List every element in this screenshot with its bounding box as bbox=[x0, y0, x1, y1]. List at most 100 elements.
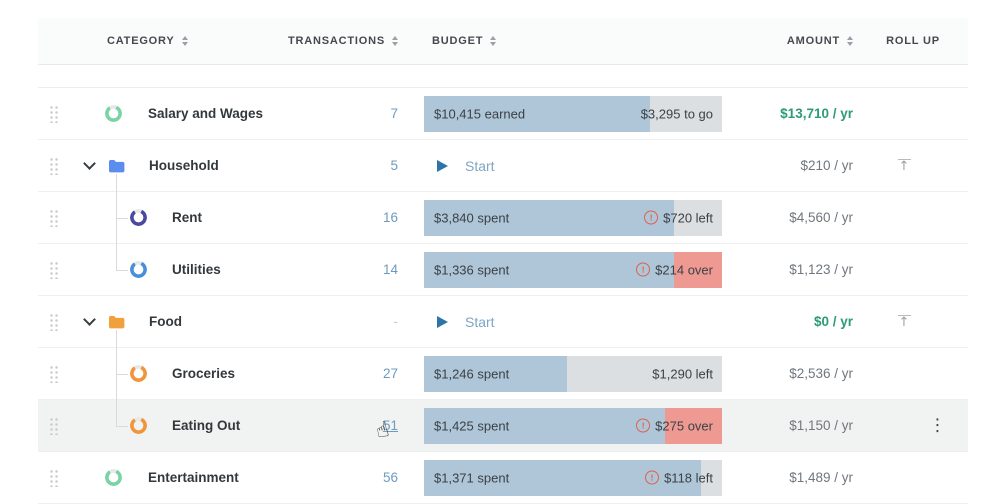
transactions-cell: 56 bbox=[338, 470, 398, 485]
table-body: Salary and Wages 7 $10,415 earned $3,295 to… bbox=[38, 87, 968, 504]
budget-progress-bar[interactable]: $10,415 earned $3,295 to go bbox=[424, 95, 722, 132]
amount-value: $210 / yr bbox=[800, 158, 853, 173]
rollup-icon-bar bbox=[897, 314, 911, 316]
budget-remaining-label: $3,295 to go bbox=[641, 106, 713, 121]
drag-handle-icon[interactable] bbox=[48, 468, 58, 487]
amount-cell: $210 / yr bbox=[722, 158, 858, 173]
category-name: Entertainment bbox=[148, 470, 239, 485]
budget-bar-remaining-segment bbox=[650, 95, 722, 132]
amount-value: $2,536 / yr bbox=[789, 366, 853, 381]
table-row: Rent 16 $3,840 spent! $720 left $4,560 / yr bbox=[38, 192, 968, 244]
amount-value: $1,150 / yr bbox=[789, 418, 853, 433]
budget-progress-bar[interactable]: $3,840 spent ! $720 left bbox=[424, 199, 722, 236]
rollup-icon-arrow: ↑ bbox=[898, 158, 910, 174]
drag-handle-cell bbox=[38, 416, 68, 435]
transactions-cell: 16 bbox=[338, 210, 398, 225]
budget-spent-label: $3,840 spent bbox=[434, 210, 510, 225]
transactions-count-link[interactable]: 5 bbox=[390, 158, 398, 173]
category-name: Food bbox=[149, 314, 182, 329]
amount-cell: $1,123 / yr bbox=[722, 262, 858, 277]
drag-handle-icon[interactable] bbox=[48, 260, 58, 279]
amount-value: $13,710 / yr bbox=[780, 106, 853, 121]
category-donut-icon bbox=[127, 414, 150, 437]
start-budget-button[interactable]: Start bbox=[424, 314, 495, 330]
transactions-count-link[interactable]: 7 bbox=[390, 106, 398, 121]
budget-cell: $3,840 spent ! $720 left bbox=[424, 192, 722, 243]
chevron-down-icon[interactable] bbox=[83, 313, 96, 326]
budget-bar-over-segment bbox=[674, 251, 722, 288]
sort-icon[interactable] bbox=[181, 36, 188, 46]
tree-line-elbow bbox=[116, 348, 128, 375]
drag-handle-cell bbox=[38, 468, 68, 487]
budget-bar-remaining-segment bbox=[701, 459, 722, 496]
amount-cell: $1,150 / yr bbox=[722, 418, 858, 433]
budget-remaining-label: ! $118 left bbox=[645, 470, 713, 485]
category-donut-icon bbox=[127, 206, 150, 229]
sort-icon[interactable] bbox=[392, 36, 398, 46]
budget-spent-label: $10,415 earned bbox=[434, 106, 526, 121]
rollup-cell bbox=[858, 348, 968, 399]
budget-progress-bar[interactable]: $1,371 spent! $118 left bbox=[424, 459, 722, 496]
sort-icon[interactable] bbox=[490, 36, 497, 46]
category-donut-icon bbox=[102, 466, 125, 489]
table-row: Utilities 14 $1,336 spent! $214 over $1,123 … bbox=[38, 244, 968, 296]
rollup-cell: ↑ bbox=[858, 140, 968, 191]
column-header-budget[interactable]: BUDGET bbox=[424, 35, 722, 47]
sort-icon[interactable] bbox=[847, 36, 853, 46]
category-name: Eating Out bbox=[172, 418, 241, 433]
warning-circle-icon: ! bbox=[636, 262, 651, 277]
budget-bar-remaining-segment bbox=[567, 355, 722, 392]
budget-remaining-text: $1,290 left bbox=[652, 366, 713, 381]
chevron-down-icon[interactable] bbox=[83, 157, 96, 170]
budget-progress-bar[interactable]: $1,425 spent! $275 over bbox=[424, 407, 722, 444]
tree-line-elbow bbox=[116, 192, 128, 219]
transactions-count-link[interactable]: 51 bbox=[382, 418, 398, 433]
play-icon bbox=[437, 159, 448, 172]
budget-bar-over-segment bbox=[665, 407, 722, 444]
drag-handle-icon[interactable] bbox=[48, 156, 58, 175]
transactions-count-link[interactable]: 16 bbox=[382, 210, 398, 225]
drag-handle-icon[interactable] bbox=[48, 208, 58, 227]
drag-handle-icon[interactable] bbox=[48, 364, 58, 383]
table-row: Eating Out 51 $1,425 spent! $275 over $1,150… bbox=[38, 400, 968, 452]
column-header-transactions-label: TRANSACTIONS bbox=[288, 35, 385, 47]
amount-cell: $0 / yr bbox=[722, 314, 858, 329]
budget-cell: $1,425 spent! $275 over bbox=[424, 400, 722, 451]
budget-remaining-label: ! $720 left bbox=[644, 210, 713, 225]
table-row: Entertainment 56 $1,371 spent! $118 left $1,… bbox=[38, 452, 968, 504]
column-header-amount[interactable]: AMOUNT bbox=[722, 35, 858, 47]
transactions-cell: 51 bbox=[338, 418, 398, 433]
budget-remaining-text: $275 over bbox=[655, 418, 713, 433]
header-gap bbox=[38, 65, 968, 87]
budget-progress-bar[interactable]: $1,336 spent! $214 over bbox=[424, 251, 722, 288]
table-row: Household 5 Start $210 / yr ↑ bbox=[38, 140, 968, 192]
column-header-rollup: ROLL UP bbox=[858, 35, 968, 47]
table-row: Salary and Wages 7 $10,415 earned $3,295 to… bbox=[38, 88, 968, 140]
transactions-cell: 7 bbox=[338, 106, 398, 121]
table-header: CATEGORY TRANSACTIONS BUDGET AMOUNT ROLL… bbox=[38, 18, 968, 65]
transactions-count-link[interactable]: 56 bbox=[382, 470, 398, 485]
drag-handle-icon[interactable] bbox=[48, 312, 58, 331]
budget-cell: Start bbox=[424, 140, 722, 191]
start-budget-button[interactable]: Start bbox=[424, 158, 495, 174]
budget-table: CATEGORY TRANSACTIONS BUDGET AMOUNT ROLL… bbox=[38, 18, 968, 504]
transactions-cell: - bbox=[338, 314, 399, 329]
start-button-label: Start bbox=[465, 313, 495, 330]
column-header-category[interactable]: CATEGORY bbox=[68, 35, 338, 47]
column-header-transactions[interactable]: TRANSACTIONS bbox=[288, 35, 398, 47]
category-name: Rent bbox=[172, 210, 202, 225]
transactions-count-link[interactable]: 14 bbox=[382, 262, 398, 277]
play-icon bbox=[437, 315, 448, 328]
tree-line-elbow bbox=[116, 244, 128, 271]
drag-handle-icon[interactable] bbox=[48, 416, 58, 435]
kebab-menu-icon[interactable]: ⋮ bbox=[929, 415, 946, 435]
budget-progress-bar[interactable]: $1,246 spent $1,290 left bbox=[424, 355, 722, 392]
rollup-cell bbox=[858, 244, 968, 295]
transactions-count-link[interactable]: 27 bbox=[382, 366, 398, 381]
category-cell: Utilities bbox=[68, 244, 338, 295]
budget-cell: $1,336 spent! $214 over bbox=[424, 244, 722, 295]
drag-handle-icon[interactable] bbox=[48, 104, 58, 123]
rollup-icon[interactable]: ↑ bbox=[897, 158, 911, 174]
rollup-icon[interactable]: ↑ bbox=[897, 314, 911, 329]
